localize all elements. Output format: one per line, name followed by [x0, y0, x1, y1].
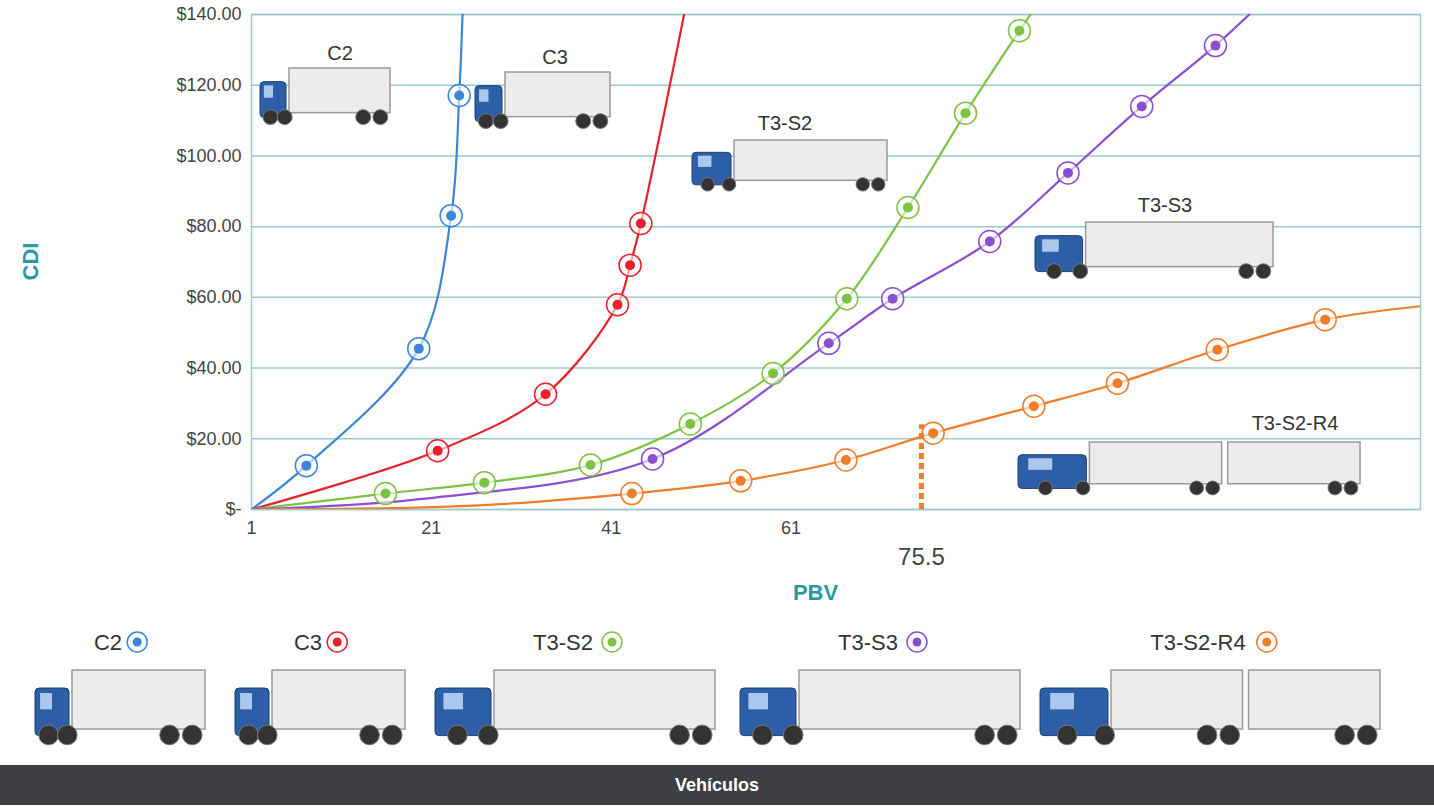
- svg-text:T3-S3: T3-S3: [838, 630, 898, 655]
- html-text:Vehículos: Vehículos: [675, 775, 759, 795]
- svg-text:C2: C2: [327, 42, 353, 64]
- svg-text:T3-S2: T3-S2: [758, 112, 812, 134]
- svg-text:T3-S3: T3-S3: [1138, 194, 1192, 216]
- svg-text:$80.00: $80.00: [186, 216, 241, 236]
- svg-text:CDI: CDI: [18, 243, 43, 281]
- svg-text:$120.00: $120.00: [176, 75, 241, 95]
- svg-text:$-: $-: [225, 499, 241, 519]
- svg-text:75.5: 75.5: [898, 543, 945, 570]
- svg-text:$60.00: $60.00: [186, 287, 241, 307]
- svg-text:1: 1: [246, 518, 256, 538]
- svg-text:$40.00: $40.00: [186, 358, 241, 378]
- svg-text:$140.00: $140.00: [176, 4, 241, 24]
- svg-text:61: 61: [781, 518, 801, 538]
- svg-text:PBV: PBV: [793, 580, 839, 605]
- svg-text:C3: C3: [542, 46, 568, 68]
- svg-text:$100.00: $100.00: [176, 146, 241, 166]
- svg-text:C3: C3: [294, 630, 322, 655]
- svg-text:T3-S2: T3-S2: [533, 630, 593, 655]
- svg-text:$20.00: $20.00: [186, 429, 241, 449]
- svg-text:T3-S2-R4: T3-S2-R4: [1150, 630, 1245, 655]
- svg-text:C2: C2: [94, 630, 122, 655]
- svg-text:T3-S2-R4: T3-S2-R4: [1252, 412, 1339, 434]
- svg-text:21: 21: [421, 518, 441, 538]
- svg-text:41: 41: [601, 518, 621, 538]
